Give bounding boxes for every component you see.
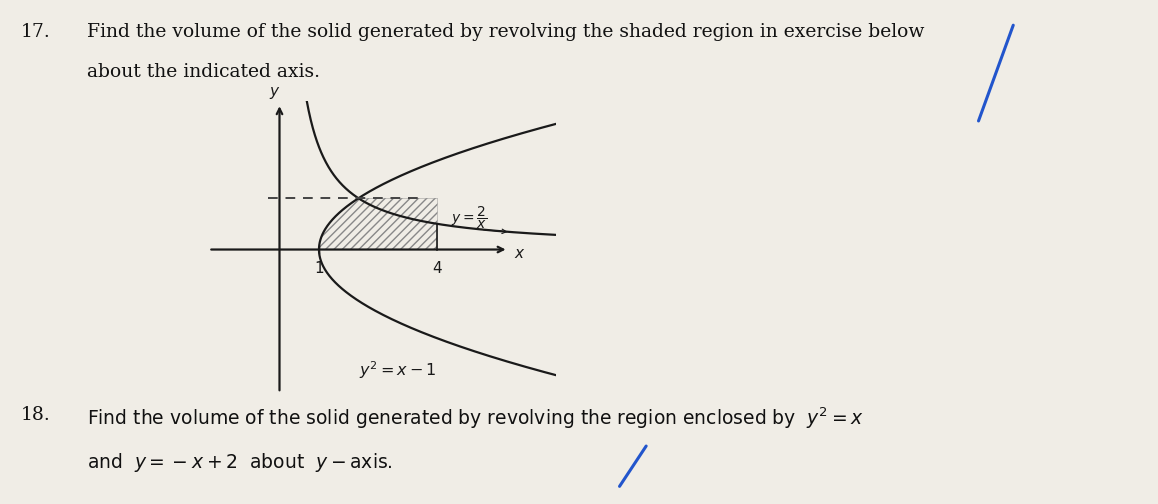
Text: and  $y = -x + 2$  about  $y-$axis.: and $y = -x + 2$ about $y-$axis. — [87, 451, 393, 474]
Text: about the indicated axis.: about the indicated axis. — [87, 63, 320, 81]
Text: $y^2 = x-1$: $y^2 = x-1$ — [359, 359, 437, 381]
Text: 17.: 17. — [21, 23, 51, 41]
Text: Find the volume of the solid generated by revolving the shaded region in exercis: Find the volume of the solid generated b… — [87, 23, 924, 41]
Text: $y$: $y$ — [269, 85, 280, 101]
Text: $y = \dfrac{2}{x}$: $y = \dfrac{2}{x}$ — [452, 205, 488, 231]
Text: Find the volume of the solid generated by revolving the region enclosed by  $y^2: Find the volume of the solid generated b… — [87, 406, 864, 431]
Text: 1: 1 — [314, 261, 324, 276]
Text: $x$: $x$ — [514, 246, 526, 261]
Text: 4: 4 — [433, 261, 442, 276]
Text: 18.: 18. — [21, 406, 51, 424]
